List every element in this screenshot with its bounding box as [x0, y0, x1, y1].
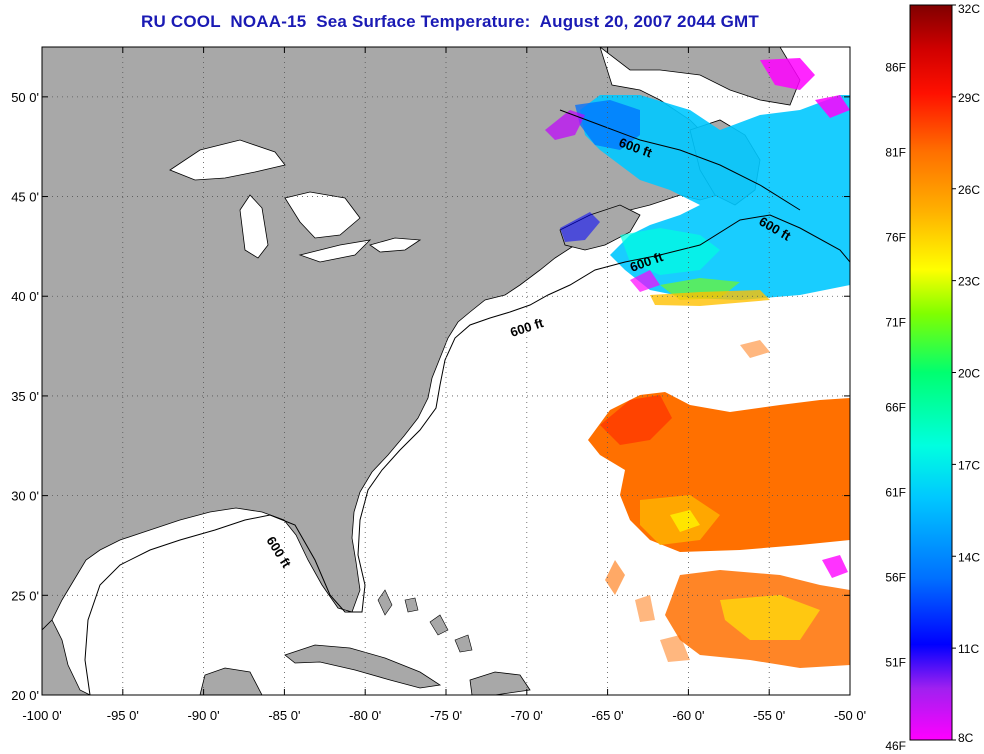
lon-tick-label: -80 0' [349, 708, 381, 723]
colorbar-label-celsius: 32C [958, 2, 980, 16]
land-hispaniola [469, 671, 531, 695]
lat-tick-label: 25 0' [11, 588, 39, 603]
colorbar-label-celsius: 26C [958, 183, 980, 197]
lat-tick-label: 40 0' [11, 289, 39, 304]
sst-data-layer [545, 58, 850, 668]
lon-tick-label: -65 0' [592, 708, 624, 723]
lon-tick-label: -70 0' [511, 708, 543, 723]
colorbar-label-celsius: 11C [958, 642, 979, 656]
lon-tick-label: -60 0' [672, 708, 704, 723]
colorbar-gradient [909, 4, 953, 741]
lon-tick-label: -50 0' [834, 708, 866, 723]
colorbar-label-celsius: 20C [958, 367, 980, 381]
bahamas-islands [377, 589, 473, 653]
isobath-600ft-line [84, 214, 850, 695]
colorbar-label-celsius: 14C [958, 550, 980, 564]
graticule [42, 47, 850, 695]
lat-tick-label: 45 0' [11, 190, 39, 205]
land-mexico [42, 619, 91, 695]
colorbar-label-celsius: 17C [958, 458, 980, 472]
map-title: RU COOL NOAA-15 Sea Surface Temperature:… [141, 12, 759, 31]
colorbar-label-fahrenheit: 86F [885, 60, 906, 74]
colorbar-label-fahrenheit: 81F [885, 145, 906, 159]
colorbar-label-fahrenheit: 61F [885, 486, 906, 500]
lon-tick-label: -75 0' [430, 708, 462, 723]
map-axes: -100 0' -95 0' -90 0' -85 0' -80 0' -75 0' -70… [11, 47, 866, 723]
colorbar-label-fahrenheit: 76F [885, 230, 906, 244]
colorbar-label-fahrenheit: 71F [885, 315, 906, 329]
lon-tick-label: -100 0' [22, 708, 61, 723]
colorbar-label-fahrenheit: 46F [885, 739, 906, 753]
great-lakes [169, 139, 422, 263]
land-yucatan [199, 667, 263, 695]
lat-tick-label: 35 0' [11, 389, 39, 404]
isobath-600ft-line-2 [559, 109, 801, 211]
lon-tick-label: -95 0' [107, 708, 139, 723]
colorbar-label-celsius: 8C [958, 731, 974, 745]
lon-tick-label: -85 0' [268, 708, 300, 723]
lat-tick-label: 20 0' [11, 688, 39, 703]
lat-tick-label: 50 0' [11, 90, 39, 105]
colorbar-label-celsius: 23C [958, 275, 980, 289]
lon-tick-label: -90 0' [188, 708, 220, 723]
map-frame [41, 46, 851, 696]
land-cuba [284, 644, 442, 689]
colorbar-labels: 32C 29C 26C 23C 20C 17C 14C 11C 8C 86F 81F 76F 71F 66… [885, 2, 980, 753]
lat-tick-label: 30 0' [11, 489, 39, 504]
colorbar-label-celsius: 29C [958, 91, 980, 105]
colorbar-label-fahrenheit: 56F [885, 571, 906, 585]
colorbar-label-fahrenheit: 66F [885, 401, 906, 415]
lon-tick-label: -55 0' [753, 708, 785, 723]
colorbar: 32C 29C 26C 23C 20C 17C 14C 11C 8C 86F 81F 76F 71F 66… [885, 2, 980, 753]
colorbar-label-fahrenheit: 51F [885, 656, 906, 670]
